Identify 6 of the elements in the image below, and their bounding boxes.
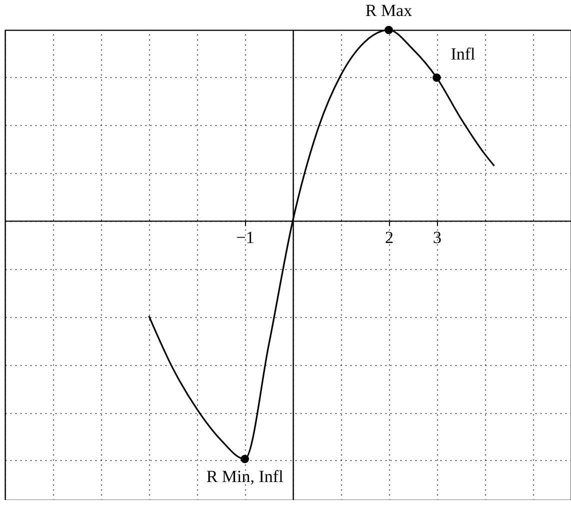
x-tick-label: 3: [432, 228, 442, 248]
annotation: Infl: [450, 44, 476, 64]
x-tick-label: 2: [384, 228, 394, 248]
annotation: R Max: [365, 1, 413, 20]
annotation: R Min, Infl: [206, 467, 284, 486]
x-tick-label: −1: [236, 228, 254, 248]
